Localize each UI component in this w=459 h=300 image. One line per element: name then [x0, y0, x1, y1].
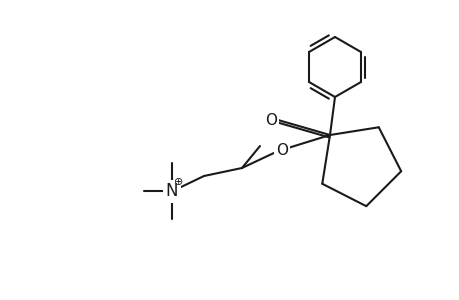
- Text: O: O: [264, 112, 276, 128]
- Text: ⊕: ⊕: [174, 177, 183, 187]
- Text: N: N: [165, 182, 178, 200]
- Text: O: O: [275, 142, 287, 158]
